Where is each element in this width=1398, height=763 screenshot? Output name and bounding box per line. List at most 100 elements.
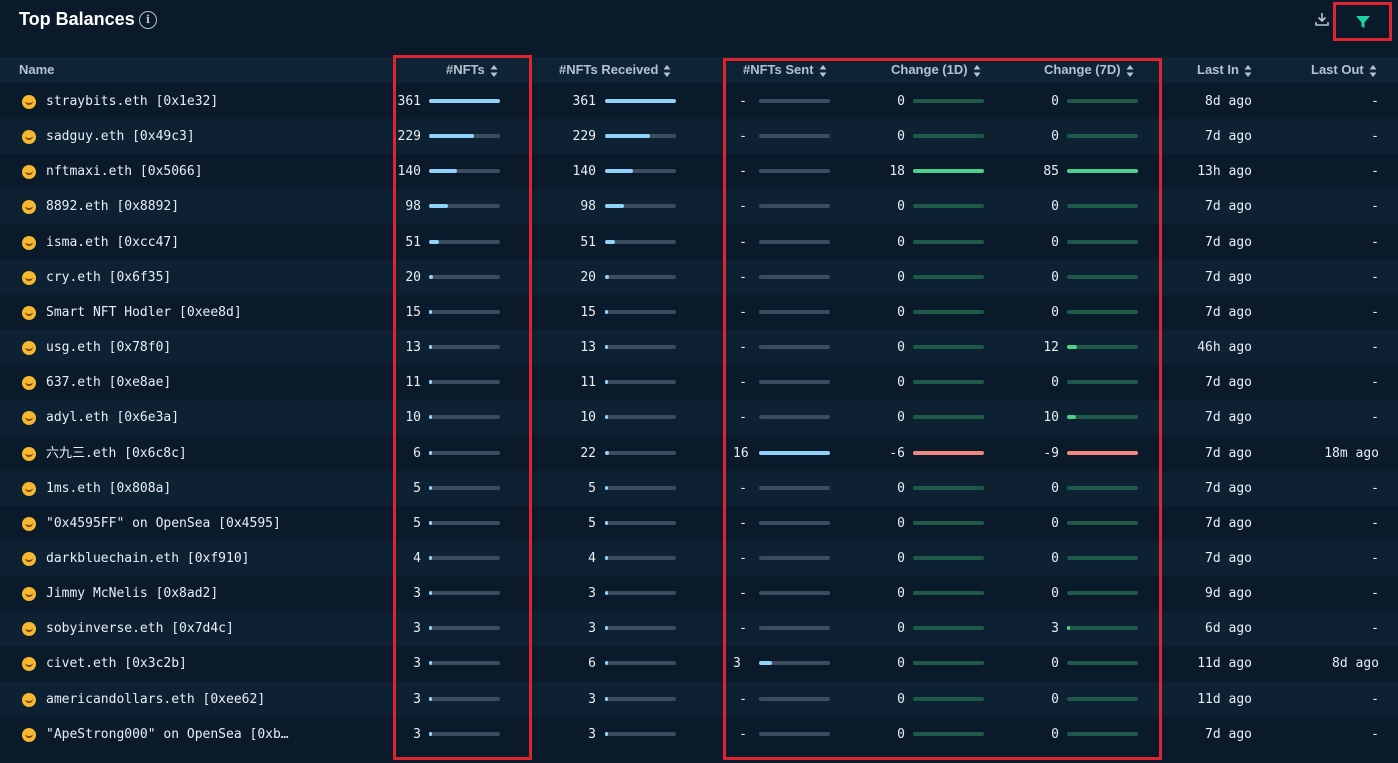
cell-last_in: 7d ago — [1205, 515, 1252, 531]
table-row[interactable]: "0x4595FF" on OpenSea [0x4595] 5 5 - 0 0 7d ag… — [0, 505, 1398, 541]
avatar-icon — [22, 622, 36, 637]
nfts-bar-fill — [429, 520, 432, 525]
column-header-received[interactable]: #NFTs Received — [559, 62, 671, 78]
sent-bar — [759, 555, 830, 560]
table-row[interactable]: sadguy.eth [0x49c3] 229 229 - 0 0 7d ago - — [0, 119, 1398, 155]
column-label: Name — [19, 62, 55, 77]
sent-bar-fill — [759, 450, 830, 455]
nfts-bar-fill — [429, 380, 432, 385]
column-header-change-1d[interactable]: Change (1D) — [891, 62, 981, 78]
holder-name[interactable]: cry.eth [0x6f35] — [46, 269, 172, 285]
info-icon[interactable]: i — [139, 11, 157, 29]
cell-last_out: - — [1371, 691, 1379, 707]
holder-name[interactable]: sadguy.eth [0x49c3] — [46, 129, 195, 145]
table-row[interactable]: civet.eth [0x3c2b] 3 6 3 0 0 11d ago 8d ago — [0, 646, 1398, 682]
nfts-bar-fill — [429, 555, 432, 560]
received-bar-fill — [605, 520, 608, 525]
holder-name[interactable]: straybits.eth [0x1e32] — [46, 94, 219, 109]
cell-last_out: - — [1371, 304, 1379, 320]
holder-name[interactable]: 8892.eth [0x8892] — [46, 199, 180, 215]
change-1d-bar-fill — [913, 169, 984, 174]
cell-sent: - — [739, 691, 747, 707]
holder-name[interactable]: "0x4595FF" on OpenSea [0x4595] — [46, 515, 281, 531]
download-icon[interactable] — [1314, 11, 1330, 27]
nfts-bar — [429, 169, 500, 174]
cell-c1d: 0 — [897, 410, 905, 426]
table-row[interactable]: adyl.eth [0x6e3a] 10 10 - 0 10 7d ago - — [0, 400, 1398, 436]
holder-name[interactable]: nftmaxi.eth [0x5066] — [46, 164, 203, 180]
holder-name[interactable]: 1ms.eth [0x808a] — [46, 480, 172, 496]
column-header-sent[interactable]: #NFTs Sent — [743, 62, 827, 78]
table-row[interactable]: sobyinverse.eth [0x7d4c] 3 3 - 0 3 6d ago - — [0, 611, 1398, 647]
table-row[interactable]: 637.eth [0xe8ae] 11 11 - 0 0 7d ago - — [0, 365, 1398, 401]
received-bar-fill — [605, 380, 608, 385]
avatar-icon — [22, 95, 36, 109]
cell-c7d: 3 — [1051, 621, 1059, 637]
table-row[interactable]: 8892.eth [0x8892] 98 98 - 0 0 7d ago - — [0, 189, 1398, 225]
table-row[interactable]: Jimmy McNelis [0x8ad2] 3 3 - 0 0 9d ago - — [0, 576, 1398, 612]
table-row[interactable]: americandollars.eth [0xee62] 3 3 - 0 0 11d ago… — [0, 681, 1398, 717]
avatar-icon — [22, 411, 36, 426]
sent-bar — [759, 345, 830, 350]
cell-last_out: 8d ago — [1332, 656, 1379, 672]
column-header-last-in[interactable]: Last In — [1197, 62, 1252, 78]
nfts-bar-fill — [429, 134, 474, 139]
received-bar — [605, 239, 676, 244]
holder-name[interactable]: adyl.eth [0x6e3a] — [46, 410, 180, 426]
change-7d-bar — [1067, 345, 1138, 350]
holder-name[interactable]: Jimmy McNelis [0x8ad2] — [46, 586, 219, 602]
cell-c7d: 0 — [1051, 304, 1059, 320]
cell-c1d: 0 — [897, 94, 905, 109]
table-row[interactable]: 1ms.eth [0x808a] 5 5 - 0 0 7d ago - — [0, 470, 1398, 506]
cell-last_in: 7d ago — [1205, 199, 1252, 215]
column-header-change-7d[interactable]: Change (7D) — [1044, 62, 1134, 78]
table-row[interactable]: isma.eth [0xcc47] 51 51 - 0 0 7d ago - — [0, 224, 1398, 260]
change-7d-bar — [1067, 204, 1138, 209]
received-bar-fill — [605, 345, 608, 350]
cell-sent: - — [739, 410, 747, 426]
holder-name[interactable]: sobyinverse.eth [0x7d4c] — [46, 621, 234, 637]
holder-name[interactable]: 637.eth [0xe8ae] — [46, 375, 172, 391]
table-row[interactable]: cry.eth [0x6f35] 20 20 - 0 0 7d ago - — [0, 259, 1398, 295]
cell-c1d: 0 — [897, 726, 905, 742]
column-label: #NFTs Sent — [743, 62, 814, 77]
change-1d-bar — [913, 169, 984, 174]
table-row[interactable]: "ApeStrong000" on OpenSea [0xb… 3 3 - 0 0 7d a… — [0, 716, 1398, 752]
avatar-icon — [22, 341, 36, 356]
table-row[interactable]: nftmaxi.eth [0x5066] 140 140 - 18 85 13h ago - — [0, 154, 1398, 190]
cell-sent: - — [739, 586, 747, 602]
avatar-icon — [22, 235, 36, 250]
sent-bar — [759, 450, 830, 455]
received-bar-fill — [605, 99, 676, 103]
holder-name[interactable]: usg.eth [0x78f0] — [46, 340, 172, 356]
holder-name[interactable]: Smart NFT Hodler [0xee8d] — [46, 304, 242, 320]
column-header-nfts[interactable]: #NFTs — [446, 62, 498, 78]
table-row[interactable]: usg.eth [0x78f0] 13 13 - 0 12 46h ago - — [0, 330, 1398, 366]
table-row[interactable]: darkbluechain.eth [0xf910] 4 4 - 0 0 7d ago - — [0, 540, 1398, 576]
change-7d-bar — [1067, 731, 1138, 736]
column-header-name[interactable]: Name — [19, 62, 54, 77]
cell-sent: - — [739, 129, 747, 145]
cell-last_in: 7d ago — [1205, 129, 1252, 145]
cell-last_in: 7d ago — [1205, 550, 1252, 566]
holder-name[interactable]: americandollars.eth [0xee62] — [46, 691, 266, 707]
holder-name[interactable]: "ApeStrong000" on OpenSea [0xb… — [46, 726, 289, 742]
table-row[interactable]: straybits.eth [0x1e32] 361 361 - 0 0 8d ago - — [0, 84, 1398, 119]
table-row[interactable]: Smart NFT Hodler [0xee8d] 15 15 - 0 0 7d ago - — [0, 294, 1398, 330]
column-header-last-out[interactable]: Last Out — [1311, 62, 1377, 78]
holder-name[interactable]: isma.eth [0xcc47] — [46, 234, 180, 250]
holder-name[interactable]: darkbluechain.eth [0xf910] — [46, 550, 250, 566]
holder-name[interactable]: civet.eth [0x3c2b] — [46, 656, 187, 672]
nfts-bar-fill — [429, 450, 432, 455]
avatar-icon — [22, 305, 36, 320]
change-1d-bar-fill — [913, 450, 984, 455]
cell-c7d: 12 — [1043, 340, 1059, 356]
received-bar — [605, 555, 676, 560]
change-1d-bar — [913, 415, 984, 420]
cell-sent: - — [739, 621, 747, 637]
table-row[interactable]: 六九三.eth [0x6c8c] 6 22 16 -6 -9 7d ago 18m ago — [0, 435, 1398, 471]
holder-name[interactable]: 六九三.eth [0x6c8c] — [46, 445, 187, 461]
cell-c7d: 0 — [1051, 199, 1059, 215]
filter-button[interactable] — [1333, 2, 1392, 41]
cell-nfts: 3 — [413, 656, 421, 672]
